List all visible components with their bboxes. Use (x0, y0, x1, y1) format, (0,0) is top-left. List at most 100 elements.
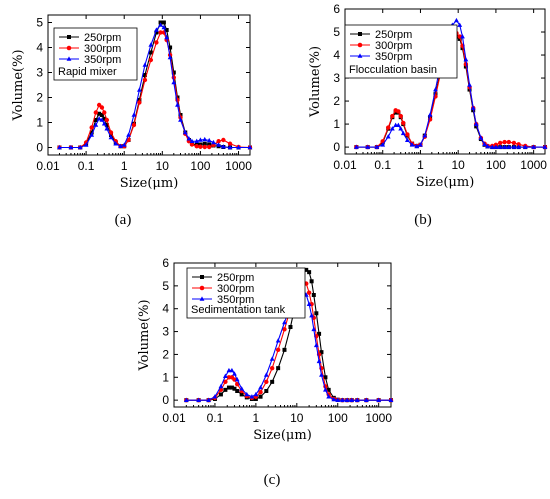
data-point (137, 98, 142, 102)
data-point (314, 311, 319, 316)
data-point (171, 79, 177, 85)
data-point (405, 132, 410, 137)
y-tick-label: 4 (333, 48, 340, 62)
data-point (158, 22, 163, 27)
data-point (253, 397, 258, 401)
data-point (319, 350, 324, 355)
data-point (178, 117, 183, 122)
legend-box (186, 267, 306, 319)
data-point (142, 62, 148, 67)
data-point (506, 144, 512, 149)
data-point (270, 379, 275, 384)
y-tick-label: 6 (333, 2, 340, 16)
x-tick-label: 100 (328, 411, 348, 425)
x-tick-label: 0.1 (78, 159, 95, 173)
legend-label: 250rpm (84, 32, 121, 44)
data-point (218, 392, 223, 397)
data-point (269, 365, 275, 371)
data-point (222, 373, 228, 378)
data-point (189, 138, 195, 144)
data-point (136, 87, 142, 92)
x-tick-label: 1 (253, 411, 260, 425)
data-point (104, 123, 109, 127)
y-tick-label: 2 (333, 94, 340, 108)
y-tick-label: 1 (36, 116, 43, 130)
data-point (148, 57, 154, 63)
data-point (194, 144, 199, 149)
data-point (380, 142, 386, 147)
data-point (194, 138, 200, 144)
data-point (404, 137, 410, 142)
panel-caption: (b) (414, 212, 432, 228)
data-point (516, 142, 521, 147)
y-tick-label: 3 (162, 325, 169, 339)
data-point (427, 112, 433, 117)
data-point (234, 376, 240, 382)
data-point (323, 387, 328, 392)
plot-frame (173, 262, 392, 408)
data-point (474, 124, 479, 129)
data-point (275, 338, 281, 343)
panel-caption: (a) (115, 212, 132, 228)
data-point (232, 386, 237, 391)
data-point (182, 129, 188, 135)
data-point (142, 77, 148, 83)
data-point (258, 384, 263, 390)
data-point (326, 387, 331, 392)
data-point (227, 141, 233, 146)
data-point (493, 144, 499, 149)
data-point (77, 144, 83, 150)
data-point (276, 366, 281, 371)
data-point (93, 110, 99, 115)
legend-label: 350rpm (217, 294, 254, 306)
data-point (158, 30, 163, 35)
legend-marker (199, 296, 205, 301)
legend-marker (66, 56, 72, 61)
data-point (89, 132, 95, 137)
data-point (223, 387, 228, 392)
data-point (189, 142, 195, 147)
chart-panel-c: 0.01 0.1 1 10 100 1000 0 1 2 3 4 5 6 Size(μm) Volume(%… (137, 256, 394, 488)
data-point (154, 40, 159, 45)
data-point (386, 125, 391, 130)
data-point (502, 144, 508, 149)
data-point (108, 134, 114, 140)
data-point (511, 140, 517, 146)
data-point (396, 109, 401, 114)
x-tick-label: 0.01 (162, 411, 186, 425)
data-point (497, 144, 503, 149)
y-tick-label: 5 (36, 16, 43, 30)
data-point (202, 141, 207, 146)
data-point (414, 143, 420, 149)
x-tick-label: 1000 (225, 159, 252, 173)
y-tick-label: 4 (162, 302, 169, 316)
legend-label: 350rpm (84, 54, 121, 66)
data-point (154, 30, 159, 35)
y-tick-label: 5 (333, 25, 340, 39)
y-axis-label: Volume(%) (137, 299, 152, 371)
data-point (207, 144, 212, 150)
data-point (353, 144, 359, 149)
data-point (101, 121, 107, 126)
x-tick-label: 100 (190, 159, 210, 173)
data-point (385, 134, 391, 139)
data-point (516, 144, 522, 149)
chart-panel-b: 0.01 0.1 1 10 100 1000 0 1 2 3 4 5 6 Size(μm) Volume(%… (308, 2, 548, 228)
x-tick-label: 1 (417, 158, 424, 172)
legend-marker (66, 45, 72, 51)
data-point (229, 385, 234, 390)
data-point (335, 397, 341, 402)
data-point (216, 139, 221, 144)
data-point (68, 144, 74, 150)
legend-marker (199, 285, 205, 291)
data-point (99, 113, 104, 117)
data-point (207, 142, 212, 147)
data-point (171, 70, 176, 75)
data-point (249, 394, 255, 399)
data-point (309, 312, 315, 318)
data-point (511, 144, 517, 149)
data-point (206, 397, 211, 402)
legend-label: 300rpm (375, 40, 412, 52)
